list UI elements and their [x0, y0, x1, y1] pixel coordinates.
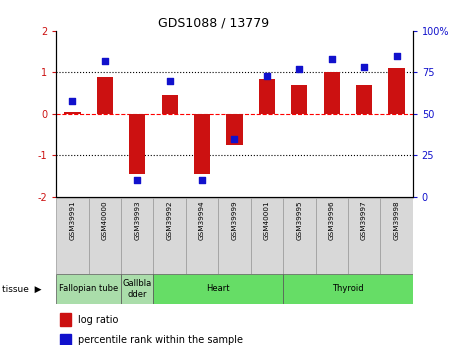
Bar [121, 274, 153, 304]
Text: tissue  ▶: tissue ▶ [2, 284, 42, 294]
Point [328, 57, 335, 62]
Text: GSM40001: GSM40001 [264, 201, 270, 240]
Bar [186, 198, 218, 274]
Point [263, 73, 271, 79]
Point [295, 66, 303, 72]
Bar [251, 198, 283, 274]
Point [69, 98, 76, 104]
Bar [162, 95, 178, 114]
Bar [283, 198, 316, 274]
Bar [153, 274, 283, 304]
Bar [56, 198, 89, 274]
Bar [60, 334, 70, 345]
Bar [283, 274, 413, 304]
Bar [129, 114, 145, 174]
Text: Heart: Heart [206, 284, 230, 294]
Bar [89, 198, 121, 274]
Text: GSM39994: GSM39994 [199, 201, 205, 240]
Text: Thyroid: Thyroid [332, 284, 364, 294]
Point [231, 136, 238, 141]
Bar [388, 68, 405, 114]
Bar [227, 114, 242, 145]
Point [134, 177, 141, 183]
Text: GSM39999: GSM39999 [232, 201, 237, 240]
Text: GSM39995: GSM39995 [296, 201, 303, 240]
Bar [60, 313, 70, 326]
Bar [56, 274, 121, 304]
Bar [316, 198, 348, 274]
Point [166, 78, 174, 83]
Title: GDS1088 / 13779: GDS1088 / 13779 [158, 17, 269, 30]
Bar [356, 85, 372, 114]
Bar [121, 198, 153, 274]
Point [198, 177, 206, 183]
Point [393, 53, 400, 59]
Text: GSM39991: GSM39991 [69, 201, 76, 240]
Text: percentile rank within the sample: percentile rank within the sample [78, 335, 242, 345]
Text: GSM39997: GSM39997 [361, 201, 367, 240]
Bar [97, 77, 113, 114]
Bar [259, 79, 275, 114]
Text: GSM39996: GSM39996 [329, 201, 335, 240]
Point [101, 58, 109, 63]
Bar [324, 72, 340, 114]
Bar [348, 198, 380, 274]
Bar [380, 198, 413, 274]
Bar [218, 198, 251, 274]
Text: GSM39993: GSM39993 [134, 201, 140, 240]
Text: Fallopian tube: Fallopian tube [59, 284, 118, 294]
Bar [291, 85, 307, 114]
Text: GSM39992: GSM39992 [166, 201, 173, 240]
Text: Gallbla
dder: Gallbla dder [123, 279, 152, 299]
Text: GSM40000: GSM40000 [102, 201, 108, 240]
Point [360, 65, 368, 70]
Bar [64, 112, 81, 114]
Bar [194, 114, 210, 174]
Text: log ratio: log ratio [78, 315, 118, 325]
Bar [153, 198, 186, 274]
Text: GSM39998: GSM39998 [393, 201, 400, 240]
